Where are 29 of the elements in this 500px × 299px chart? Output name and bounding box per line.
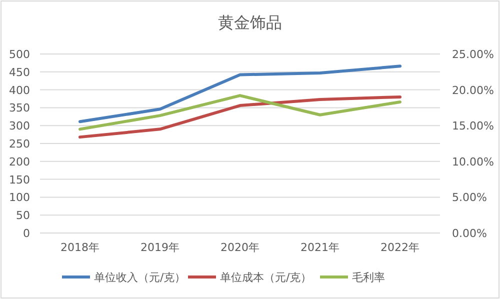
y-tick-label: 250	[9, 138, 30, 150]
y-tick-label: 0	[23, 227, 30, 240]
y-tick-label: 350	[9, 102, 30, 115]
y-tick-label: 50	[16, 209, 30, 222]
y2-tick-label: 10.00%	[452, 155, 494, 168]
y-tick-label: 500	[9, 48, 30, 61]
line-series	[78, 64, 402, 124]
x-tick-label: 2019年	[140, 241, 180, 254]
x-tick-label: 2022年	[380, 241, 420, 254]
x-tick-label: 2020年	[220, 241, 260, 254]
y2-tick-label: 5.00%	[452, 191, 487, 204]
y-tick-label: 100	[9, 191, 30, 204]
y-tick-label: 450	[9, 66, 30, 79]
legend-label: 毛利率	[352, 271, 385, 284]
y-tick-label: 150	[9, 173, 30, 186]
y2-tick-label: 25.00%	[452, 48, 494, 61]
y-tick-label: 200	[9, 155, 30, 168]
line-series	[78, 95, 402, 139]
line-series	[78, 94, 402, 131]
y2-tick-label: 20.00%	[452, 84, 494, 97]
y-tick-label: 300	[9, 120, 30, 133]
x-tick-label: 2021年	[300, 241, 340, 254]
chart-title: 黄金饰品	[218, 13, 282, 32]
y-tick-label: 400	[9, 84, 30, 97]
y2-tick-label: 0.00%	[452, 227, 487, 240]
x-tick-label: 2018年	[60, 241, 100, 254]
legend-label: 单位成本（元/克）	[220, 271, 312, 284]
y2-tick-label: 15.00%	[452, 120, 494, 133]
legend-label: 单位收入（元/克）	[94, 271, 186, 284]
